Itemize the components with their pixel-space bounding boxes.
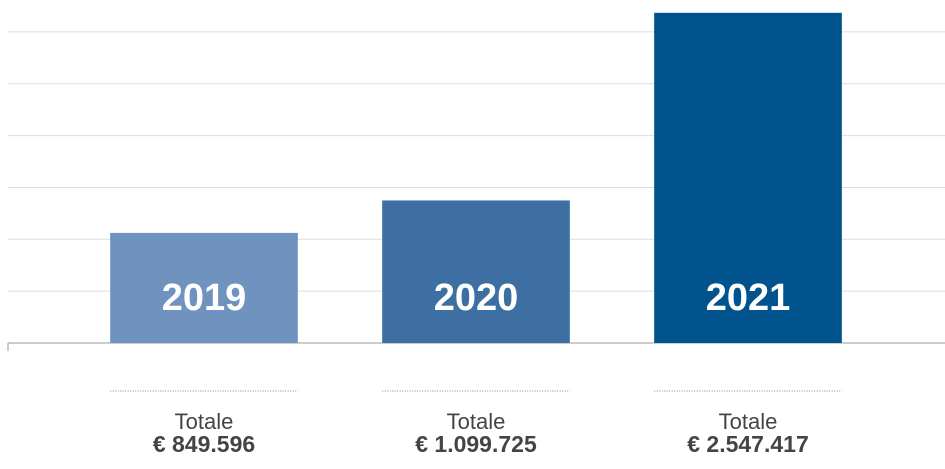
value-label: € 1.099.725: [415, 431, 537, 457]
bar: [382, 200, 570, 343]
value-label: € 849.596: [153, 431, 255, 457]
category-label: 2020: [434, 277, 519, 319]
category-label: 2021: [706, 277, 791, 319]
bar: [110, 232, 298, 343]
category-label: 2019: [162, 277, 247, 319]
bar: [654, 12, 842, 344]
total-label: Totale: [175, 409, 234, 434]
total-label: Totale: [719, 409, 778, 434]
value-label: € 2.547.417: [687, 431, 809, 457]
total-label: Totale: [447, 409, 506, 434]
